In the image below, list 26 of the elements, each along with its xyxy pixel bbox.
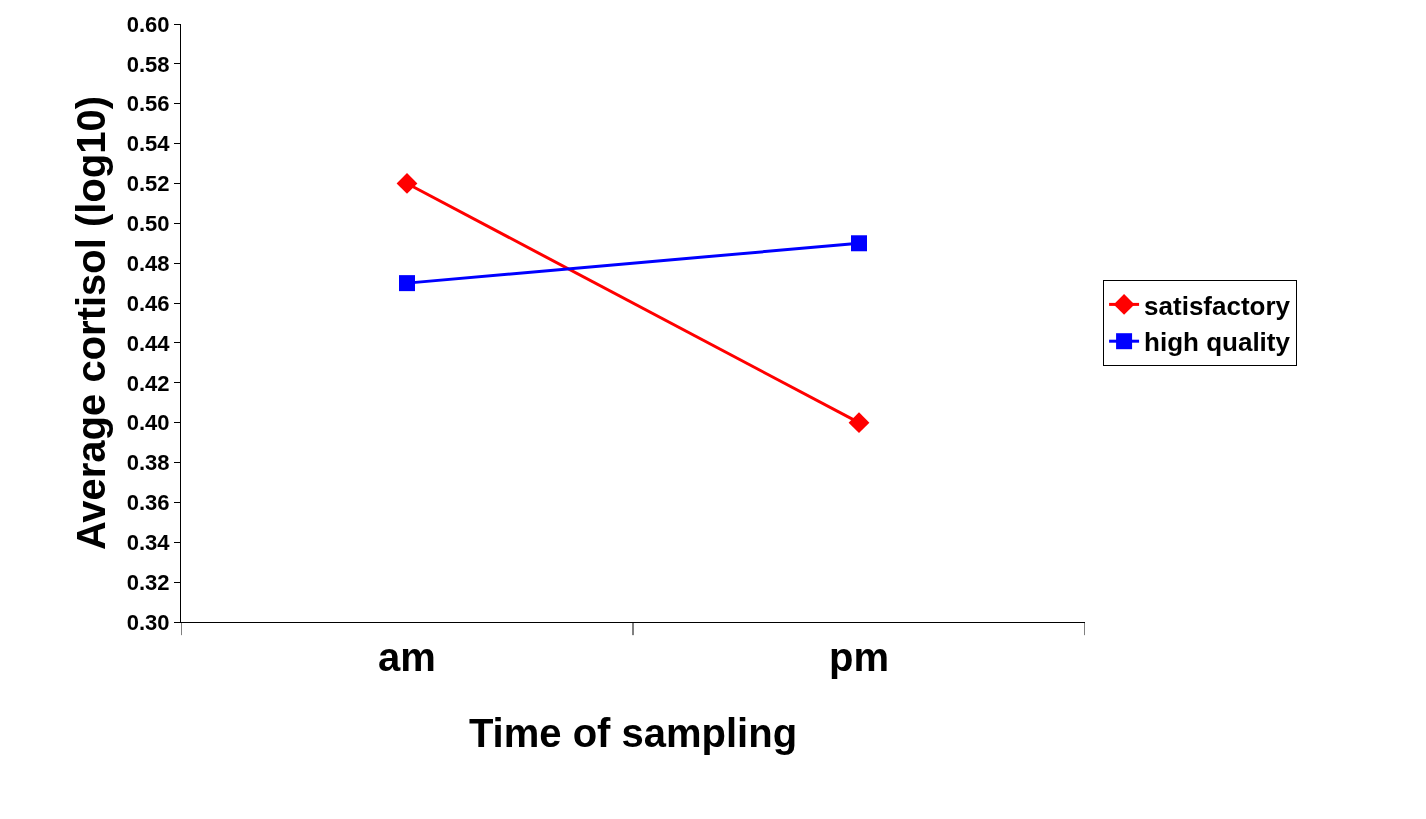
point <box>399 275 415 292</box>
y-tick-label: 0.48 <box>126 250 170 276</box>
y-tick-label: 0.44 <box>126 330 171 356</box>
y-tick-label: 0.60 <box>126 11 170 37</box>
y-tick-label: 0.30 <box>126 609 170 635</box>
y-tick-label: 0.40 <box>126 410 170 436</box>
y-tick-label: 0.54 <box>126 131 171 157</box>
point <box>396 173 418 194</box>
y-tick-label: 0.56 <box>126 91 170 117</box>
y-tick-label: 0.58 <box>126 51 170 77</box>
legend-label: satisfactory <box>1144 290 1291 321</box>
x-tick-label: am <box>378 635 436 679</box>
point <box>848 412 870 434</box>
point <box>851 235 867 252</box>
legend-label: high quality <box>1144 327 1291 358</box>
y-tick-label: 0.38 <box>126 450 170 476</box>
y-tick-label: 0.50 <box>126 211 170 237</box>
y-tick-label: 0.42 <box>126 370 170 396</box>
y-tick-label: 0.46 <box>126 290 170 316</box>
y-tick-label: 0.52 <box>126 171 170 197</box>
y-tick-label: 0.36 <box>126 490 170 516</box>
x-tick-label: pm <box>829 635 889 679</box>
y-tick-label: 0.34 <box>126 529 171 555</box>
x-axis-title: Time of sampling <box>468 710 798 755</box>
y-axis-title: Average cortisol (log10) <box>69 95 114 551</box>
y-tick-label: 0.32 <box>126 569 170 595</box>
